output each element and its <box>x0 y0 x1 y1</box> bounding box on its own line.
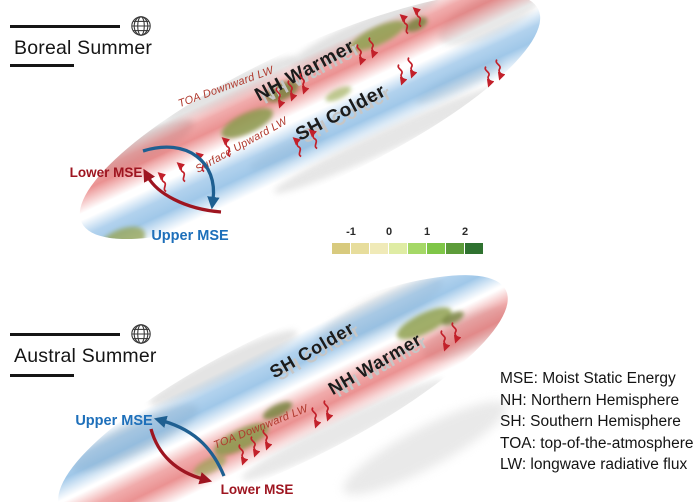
header-rule-bottom-austral <box>10 374 74 377</box>
cloud-swoosh <box>343 401 507 495</box>
upper-mse-label: Upper MSE <box>151 228 229 244</box>
upper-mse-arrow <box>153 415 226 477</box>
colorbar: -1 0 1 2 <box>332 226 492 254</box>
warm-stripe <box>54 284 530 502</box>
colorbar-swatch <box>351 243 369 254</box>
colorbar-swatch <box>408 243 426 254</box>
colorbar-tick-label: 1 <box>423 226 431 238</box>
lower-mse-label: Lower MSE <box>221 482 294 497</box>
colorbar-tick-label: 0 <box>385 226 393 238</box>
cold-stripe <box>33 241 507 502</box>
colorbar-swatch <box>446 243 464 254</box>
colorbar-tick-labels: -1 0 1 2 <box>332 226 492 240</box>
upper-mse-arrow <box>142 145 220 210</box>
header-rule-top-austral <box>10 333 120 336</box>
colorbar-swatch <box>465 243 483 254</box>
header-rule-bottom-boreal <box>10 64 74 67</box>
globe-icon <box>131 16 151 36</box>
cold-stripe <box>77 5 562 266</box>
colorbar-swatch <box>370 243 388 254</box>
colorbar-tick-label: -1 <box>346 226 356 238</box>
header-rule-top-boreal <box>10 25 120 28</box>
land-blobs <box>193 307 464 476</box>
boreal-band <box>54 0 562 266</box>
colorbar-swatches <box>332 243 492 254</box>
abbreviation-line: SH: Southern Hemisphere <box>500 413 681 430</box>
globe-icon <box>131 324 151 344</box>
abbreviation-line: MSE: Moist Static Energy <box>500 370 676 387</box>
abbreviation-line: LW: longwave radiative flux <box>500 456 688 473</box>
colorbar-swatch <box>389 243 407 254</box>
abbreviation-line: TOA: top-of-the-atmosphere <box>500 434 694 452</box>
colorbar-swatch <box>332 243 350 254</box>
upper-mse-label: Upper MSE <box>75 413 153 429</box>
panel-title-boreal: Boreal Summer <box>14 37 153 59</box>
lower-mse-arrow <box>143 168 222 214</box>
colorbar-tick-label: 2 <box>461 226 469 238</box>
abbreviation-line: NH: Northern Hemisphere <box>500 391 680 409</box>
lower-mse-arrow <box>149 428 213 485</box>
panel-title-austral: Austral Summer <box>14 345 157 367</box>
abbreviation-legend: MSE: Moist Static Energy NH: Northern He… <box>500 368 694 476</box>
colorbar-swatch <box>427 243 445 254</box>
lower-mse-label: Lower MSE <box>70 165 143 180</box>
